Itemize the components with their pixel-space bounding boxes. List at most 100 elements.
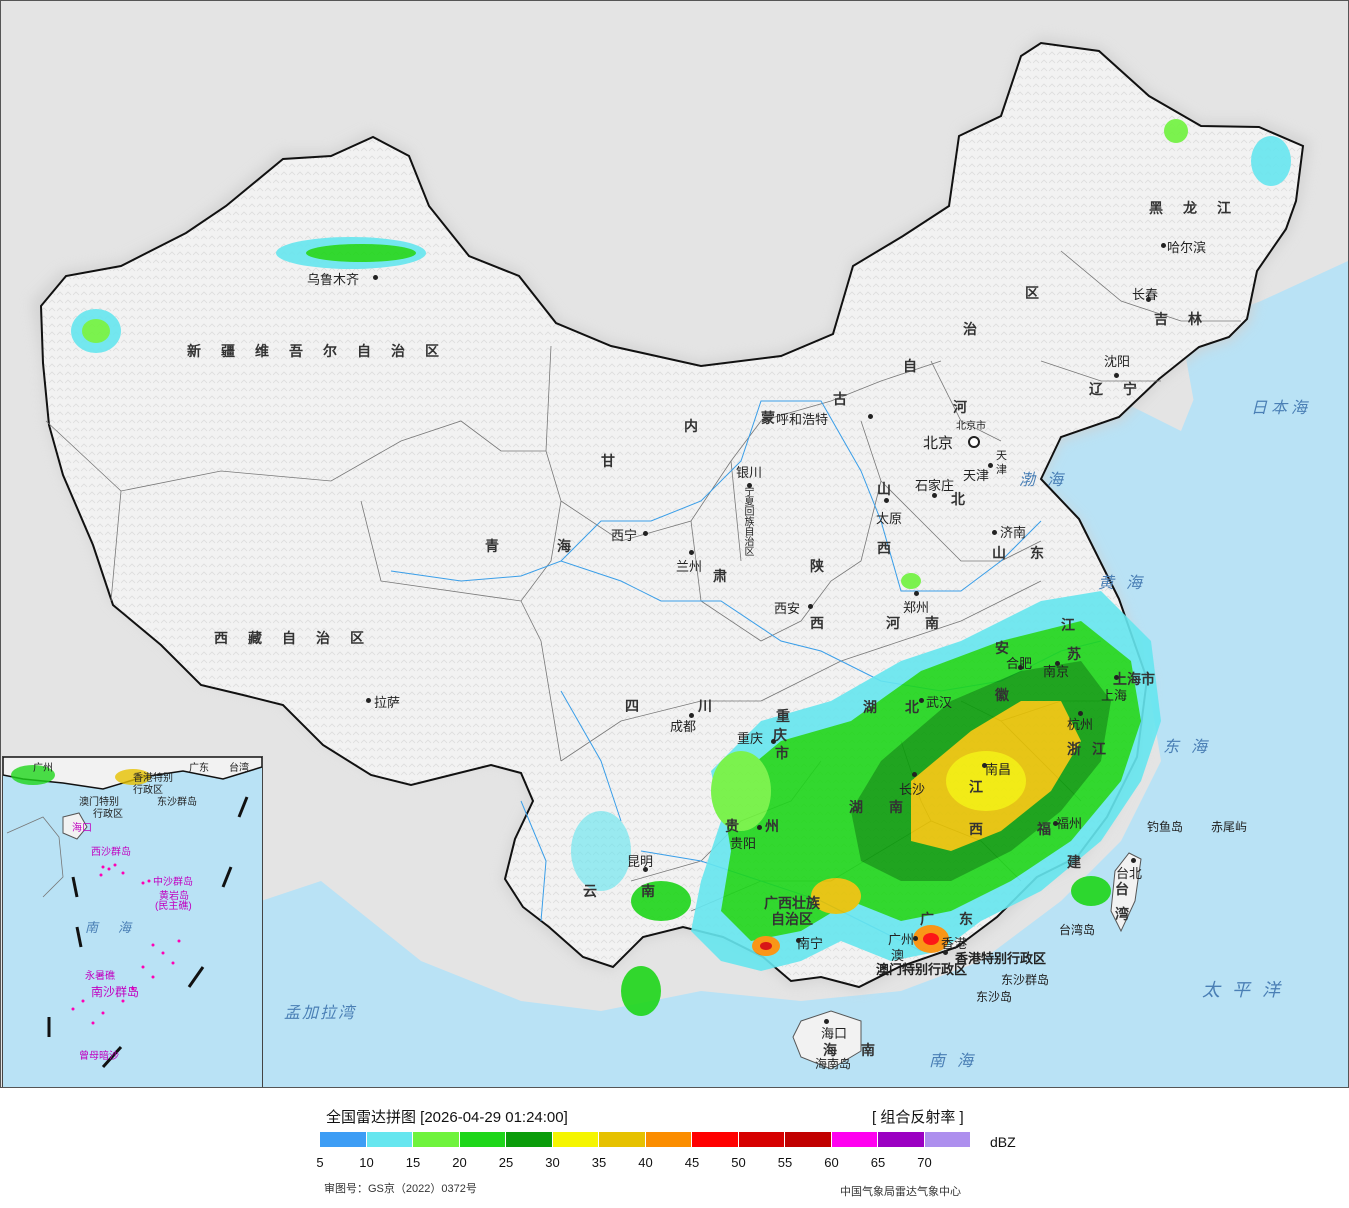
city-zhengzhou: 郑州 [903,600,930,615]
inset-taiwan: 台湾 [229,763,249,774]
inset-xianggang: 香港特别 [133,773,173,784]
scale-tick-label: 20 [452,1155,467,1170]
product-name: [ 组合反射率 ] [872,1109,964,1126]
inset-huangyan-sub: (民主礁) [155,901,192,912]
city-dot [1114,373,1119,378]
taiwan-land [1110,852,1142,933]
scale-tick-label: 45 [684,1155,700,1170]
city-dot [913,936,918,941]
inset-nanhai: 南海 [85,920,152,935]
city-dot [689,713,694,718]
city-fuzhou: 福州 [1056,816,1083,831]
region-tianjin-a: 天 [996,450,1007,462]
color-swatch [506,1132,552,1147]
inset-canvas [3,757,262,1069]
province-fujian-b: 建 [1067,854,1081,870]
sea-huanghai: 黄海 [1098,575,1155,592]
color-swatch [320,1132,366,1147]
island-dongsha-qundao: 东沙群岛 [1001,973,1050,987]
sea-donghai: 东海 [1163,739,1220,756]
province-neimeng-a: 内 [684,418,698,434]
province-guangdong-b: 东 [959,911,973,927]
province-xinjiang: 新疆维吾尔自治区 [187,343,459,359]
inset-aomen: 澳门特别 [79,797,119,808]
scale-tick-label: 15 [405,1155,421,1170]
city-lhasa: 拉萨 [374,695,401,710]
province-neimeng-f: 区 [1025,285,1039,301]
province-guizhou-b: 州 [765,818,779,834]
province-jiangsu-a: 江 [1061,617,1075,633]
legend-title: 全国雷达拼图 [2026-04-29 01:24:00] [326,1109,568,1126]
city-dot [1055,661,1060,666]
sea-taipingyang: 太平洋 [1202,980,1292,1000]
city-dot [1078,711,1083,716]
province-chongqing-a: 重 [776,708,790,724]
province-hubei-b: 北 [905,699,919,715]
color-swatch [459,1132,505,1147]
province-gansu-shu: 肃 [713,568,727,584]
province-guangdong-a: 广 [920,911,934,927]
island-dongsha-dao: 东沙岛 [976,990,1013,1004]
province-qinghai-a: 青 [485,538,499,554]
province-yunnan-a: 云 [583,883,597,899]
city-dot [1161,243,1166,248]
province-qinghai-b: 海 [557,538,571,554]
city-dot [982,763,987,768]
island-taiwan: 台湾岛 [1059,923,1096,937]
city-dot [868,414,873,419]
color-swatch [785,1132,831,1147]
province-henan-b: 南 [925,615,939,631]
city-jinan: 济南 [1000,525,1027,540]
unit-label: dBZ [990,1134,1016,1150]
scale-tick-label: 35 [591,1155,607,1170]
city-hangzhou: 杭州 [1067,717,1094,732]
province-hunan-b: 南 [889,799,903,815]
province-chongqing-c: 市 [775,745,789,761]
capital-marker [968,436,980,448]
city-lanzhou: 兰州 [676,559,703,574]
city-guangzhou: 广州 [888,932,915,947]
inset-xisha: 西沙群岛 [91,847,131,858]
scale-tick-label: 55 [777,1155,793,1170]
city-dot [771,739,776,744]
color-swatch [924,1132,970,1147]
city-tianjin: 天津 [963,468,990,483]
inset-xianggang-2: 行政区 [133,785,163,796]
province-zhejiang-b: 江 [1092,741,1106,757]
province-jiangxi-a: 江 [969,779,983,795]
city-dot [373,275,378,280]
scale-tick-label: 5 [316,1155,324,1170]
city-chongqing: 重庆 [737,731,764,746]
province-shandong-a: 山 [992,545,1006,561]
radar-map: 新疆维吾尔自治区 西藏自治区 青 海 甘 四 川 云 南 贵 州 内 蒙 古 自… [0,0,1349,1088]
color-swatch [692,1132,738,1147]
inset-aomen-2: 行政区 [93,809,123,820]
region-tianjin-b: 津 [996,464,1007,476]
province-guangxi-a: 广西壮族 [764,895,820,911]
province-hebei-a: 河 [953,399,967,415]
city-changchun: 长春 [1132,287,1159,302]
city-changsha: 长沙 [899,782,926,797]
province-shaanxi-b: 西 [810,615,824,631]
city-dot [643,531,648,536]
city-shanghai: 上海 [1101,688,1128,703]
color-swatch [645,1132,691,1147]
scale-tick-label: 60 [824,1155,839,1170]
province-heilongjiang: 黑龙江 [1149,200,1251,216]
province-hebei-b: 北 [951,491,965,507]
province-xizang: 西藏自治区 [214,630,384,646]
province-hainan-a: 海 [823,1042,837,1058]
province-shanghai: 上海市 [1113,671,1155,687]
city-nanchang: 南昌 [985,762,1012,777]
province-shandong-b: 东 [1030,545,1044,561]
island-chiwei: 赤尾屿 [1211,820,1248,834]
province-gansu: 甘 [601,453,615,469]
city-hefei: 合肥 [1006,656,1033,671]
province-guangxi-b: 自治区 [771,911,813,927]
color-swatch [413,1132,459,1147]
color-swatch [366,1132,412,1147]
city-nanjing: 南京 [1043,664,1070,679]
province-hunan-a: 湖 [849,799,863,815]
city-kunming: 昆明 [627,854,654,869]
region-hongkong: 香港特别行政区 [955,951,1047,966]
